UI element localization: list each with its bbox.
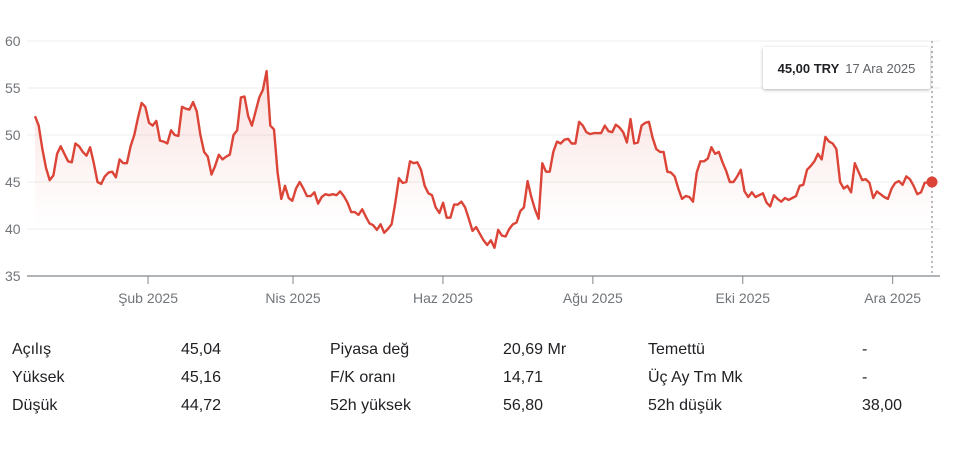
stat-value: 45,16: [181, 369, 222, 386]
price-chart[interactable]: 35 40 45 50 55 60 Şub 2025 Nis 2025 Haz 2025 Ağu…: [0, 0, 960, 330]
stat-value: 56,80: [503, 397, 544, 414]
stat-label: F/K oranı: [330, 369, 396, 386]
x-tick-label: Ara 2025: [864, 290, 921, 306]
x-tick-label: Ağu 2025: [563, 290, 623, 306]
y-tick-label: 40: [5, 221, 21, 237]
stat-value: 38,00: [862, 397, 903, 414]
stat-label: Temettü: [648, 341, 705, 358]
price-line: [33, 69, 932, 249]
y-tick-label: 35: [5, 268, 21, 284]
x-tick-label: Haz 2025: [413, 290, 473, 306]
stat-label: Yüksek: [12, 369, 65, 386]
x-tick-label: Eki 2025: [716, 290, 771, 306]
stat-value: 14,71: [503, 369, 544, 386]
stat-value: -: [862, 369, 868, 386]
stat-value: 45,04: [181, 341, 222, 358]
tooltip-date: 17 Ara 2025: [845, 60, 916, 76]
stat-label: Üç Ay Tm Mk: [648, 369, 743, 386]
price-area: [35, 71, 932, 276]
current-point: [926, 176, 938, 188]
y-tick-label: 55: [5, 80, 21, 96]
stat-value: 20,69 Mr: [503, 341, 567, 358]
y-tick-label: 45: [5, 174, 21, 190]
tooltip-price: 45,00 TRY: [777, 60, 840, 76]
stat-label: 52h yüksek: [330, 397, 411, 414]
stat-label: Düşük: [12, 397, 58, 414]
x-tick-label: Nis 2025: [265, 290, 320, 306]
price-tooltip: 45,00 TRY 17 Ara 2025: [763, 47, 930, 89]
stat-value: 44,72: [181, 397, 222, 414]
x-tick-label: Şub 2025: [118, 290, 178, 306]
y-tick-label: 50: [5, 127, 21, 143]
y-tick-label: 60: [5, 33, 21, 49]
stat-label: Piyasa değ: [330, 341, 410, 358]
stat-label: Açılış: [12, 341, 52, 358]
stat-label: 52h düşük: [648, 397, 722, 414]
stat-value: -: [862, 341, 868, 358]
